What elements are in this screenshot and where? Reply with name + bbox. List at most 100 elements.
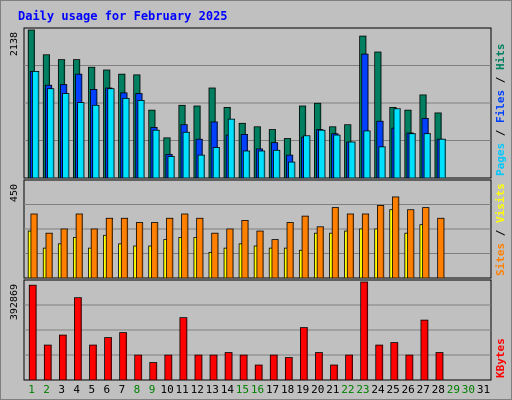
- x-tick-label: 23: [356, 383, 369, 396]
- bar-pages-day-13: [212, 147, 220, 179]
- bar-sites-day-10: [166, 217, 174, 279]
- bar-kbytes-day-27: [420, 319, 429, 381]
- bar-pages-day-25: [393, 108, 401, 179]
- x-tick-label: 26: [402, 383, 415, 396]
- bar-pages-day-27: [423, 133, 431, 179]
- legend-label: Sites / Visits: [494, 183, 507, 276]
- bar-sites-day-3: [60, 228, 68, 279]
- bar-kbytes-day-12: [194, 354, 203, 381]
- x-tick-label: 4: [73, 383, 80, 396]
- legend-label-part: Hits: [494, 44, 507, 71]
- bar-pages-day-6: [107, 88, 115, 179]
- bar-pages-day-14: [227, 118, 236, 179]
- bar-kbytes-day-20: [315, 352, 323, 381]
- bar-pages-day-5: [92, 104, 100, 179]
- bar-kbytes-day-13: [209, 354, 218, 381]
- x-tick-label: 7: [119, 383, 126, 396]
- bar-pages-day-11: [182, 131, 190, 179]
- bar-kbytes-day-25: [390, 342, 399, 381]
- bar-sites-day-16: [256, 230, 264, 279]
- bar-sites-day-21: [331, 207, 339, 279]
- bar-kbytes-day-7: [119, 332, 128, 381]
- bar-kbytes-day-1: [28, 284, 37, 381]
- x-tick-label: 27: [417, 383, 430, 396]
- bar-sites-day-5: [90, 228, 98, 279]
- bar-sites-day-26: [407, 209, 415, 279]
- x-tick-label: 5: [88, 383, 95, 396]
- x-tick-label: 24: [371, 383, 385, 396]
- bar-kbytes-day-21: [330, 364, 338, 381]
- bar-kbytes-day-10: [164, 354, 173, 381]
- bar-sites-day-4: [75, 213, 83, 279]
- bar-pages-day-3: [62, 93, 70, 179]
- bar-kbytes-day-22: [345, 354, 353, 381]
- bar-sites-day-13: [211, 232, 219, 279]
- y-max-label: 392869: [9, 284, 20, 320]
- panel-2: 450 Sites / Visits: [9, 179, 507, 279]
- panel-1: 2138 Pages / Files / Hits: [9, 27, 507, 179]
- bar-kbytes-day-28: [435, 352, 444, 381]
- legend-label: KBytes: [494, 338, 507, 378]
- bar-sites-day-20: [316, 226, 324, 279]
- bar-kbytes-day-4: [74, 297, 82, 381]
- bar-sites-day-14: [226, 228, 234, 279]
- bar-sites-day-6: [105, 217, 113, 279]
- bar-kbytes-day-19: [300, 327, 308, 381]
- x-tick-label: 25: [386, 383, 399, 396]
- x-tick-label: 14: [221, 383, 235, 396]
- bar-sites-day-28: [437, 217, 445, 279]
- legend-label-part: KBytes: [494, 338, 507, 378]
- chart-title: Daily usage for February 2025: [18, 9, 228, 23]
- bar-sites-day-24: [377, 205, 385, 279]
- x-tick-label: 12: [191, 383, 204, 396]
- legend-label-part: Pages: [494, 143, 507, 176]
- bar-sites-day-1: [30, 213, 38, 279]
- bar-kbytes-day-16: [254, 364, 263, 381]
- bar-sites-day-12: [196, 217, 204, 279]
- x-tick-label: 30: [462, 383, 475, 396]
- bar-pages-day-2: [47, 88, 55, 179]
- bar-pages-day-16: [258, 150, 266, 179]
- bar-kbytes-day-15: [239, 354, 248, 381]
- bar-kbytes-day-5: [89, 344, 97, 381]
- x-tick-label: 29: [447, 383, 460, 396]
- legend-label-part: Files: [494, 90, 507, 123]
- x-tick-label: 6: [104, 383, 111, 396]
- bar-kbytes-day-26: [405, 354, 414, 381]
- bar-kbytes-day-8: [134, 354, 143, 381]
- legend-label-part: Sites: [494, 243, 507, 276]
- bar-kbytes-day-14: [224, 352, 233, 381]
- bar-sites-day-25: [392, 196, 400, 279]
- bar-sites-day-22: [346, 213, 355, 279]
- bar-sites-day-17: [271, 239, 279, 279]
- bar-sites-day-27: [422, 207, 430, 279]
- bar-sites-day-7: [120, 217, 129, 279]
- bar-kbytes-day-2: [43, 344, 52, 381]
- bar-pages-day-19: [303, 135, 311, 179]
- bar-pages-day-28: [438, 138, 446, 179]
- bar-sites-day-23: [361, 213, 370, 279]
- bar-pages-day-12: [197, 154, 205, 179]
- bar-sites-day-19: [301, 215, 309, 279]
- bar-pages-day-17: [273, 149, 281, 179]
- x-tick-label: 2: [43, 383, 50, 396]
- bar-pages-day-7: [122, 97, 130, 179]
- x-tick-label: 13: [206, 383, 219, 396]
- bar-kbytes-day-23: [360, 281, 369, 381]
- x-tick-label: 15: [236, 383, 249, 396]
- bar-pages-day-9: [152, 129, 160, 179]
- x-tick-label: 8: [134, 383, 141, 396]
- x-tick-label: 28: [432, 383, 445, 396]
- bar-pages-day-21: [333, 134, 341, 179]
- x-tick-label: 1: [28, 383, 35, 396]
- bar-kbytes-day-24: [375, 344, 384, 381]
- legend-label-part: /: [494, 123, 507, 143]
- bar-pages-day-4: [77, 102, 85, 179]
- panel-3: 392869 KBytes: [9, 279, 507, 381]
- y-max-label: 2138: [9, 32, 20, 56]
- bar-sites-day-9: [151, 222, 159, 279]
- bar-kbytes-day-3: [59, 334, 67, 381]
- bar-pages-day-26: [408, 133, 416, 179]
- x-tick-label: 18: [281, 383, 294, 396]
